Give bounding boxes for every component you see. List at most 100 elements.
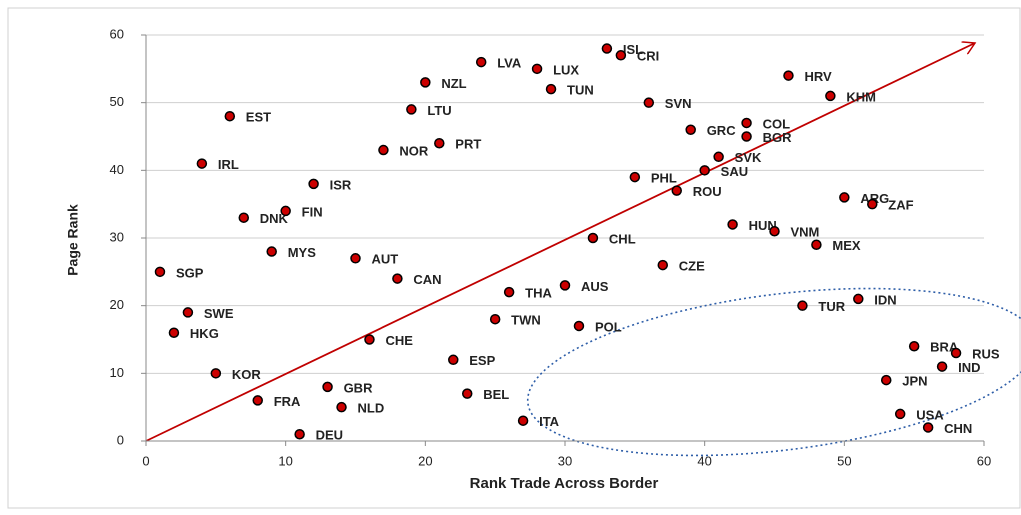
point-label: CHL — [609, 231, 636, 246]
point — [224, 110, 236, 122]
point — [448, 354, 459, 366]
point — [629, 171, 641, 183]
point — [601, 43, 613, 54]
point — [280, 205, 291, 217]
point — [378, 144, 389, 156]
point — [685, 124, 696, 135]
x-tick-label: 40 — [697, 453, 711, 468]
point-label: AUS — [581, 279, 609, 294]
point — [587, 232, 599, 244]
point-label: FRA — [274, 394, 301, 409]
point-label: USA — [916, 407, 944, 422]
point-label: TUR — [818, 299, 845, 314]
point — [671, 185, 682, 196]
point-label: PHL — [651, 171, 677, 186]
point-label: SAU — [721, 164, 748, 179]
point-label: CHE — [385, 333, 413, 348]
point-label: SVN — [665, 96, 692, 111]
point-label: COL — [763, 116, 791, 131]
point — [503, 286, 515, 298]
point-label: ISL — [623, 42, 643, 57]
point — [489, 313, 501, 325]
point-label: HKG — [190, 326, 219, 341]
chart-frame — [7, 7, 1021, 509]
point — [266, 246, 277, 257]
point-label: DNK — [260, 211, 289, 226]
point — [168, 327, 180, 338]
point — [545, 83, 557, 95]
y-tick-label: 10 — [110, 365, 124, 380]
point — [769, 225, 780, 237]
x-tick-label: 30 — [558, 453, 572, 468]
point-label: ESP — [469, 353, 495, 368]
point-label: CAN — [413, 272, 441, 287]
point — [839, 192, 850, 203]
point — [475, 56, 487, 68]
point — [210, 368, 222, 379]
point-label: ZAF — [888, 198, 913, 213]
point-label: PRT — [455, 137, 481, 152]
point — [741, 131, 752, 142]
point-label: RUS — [972, 346, 1000, 361]
point — [434, 138, 445, 149]
point-label: CZE — [679, 259, 705, 274]
point — [517, 415, 529, 426]
point-label: SGP — [176, 265, 204, 280]
x-tick-label: 10 — [278, 453, 292, 468]
point — [713, 151, 724, 163]
point — [406, 104, 417, 115]
point-label: POL — [595, 319, 622, 334]
point — [196, 158, 208, 169]
point-label: THA — [525, 286, 552, 301]
y-tick-label: 0 — [117, 432, 124, 447]
point — [252, 395, 263, 406]
point — [322, 381, 333, 393]
point — [727, 219, 738, 230]
x-tick-label: 20 — [418, 453, 432, 468]
point — [853, 293, 864, 305]
point — [559, 280, 571, 291]
point — [392, 273, 403, 284]
point — [154, 266, 166, 278]
point — [364, 334, 375, 345]
point — [182, 307, 194, 318]
point-label: VNM — [791, 225, 820, 240]
point-label: SWE — [204, 306, 234, 321]
point — [350, 253, 361, 264]
point-label: IDN — [874, 292, 896, 307]
point-label: HRV — [804, 69, 832, 84]
point — [420, 77, 431, 88]
point-label: KHM — [846, 89, 876, 104]
point — [308, 178, 319, 190]
point-label: FIN — [302, 204, 323, 219]
point-label: ROU — [693, 184, 722, 199]
point-label: EST — [246, 110, 271, 125]
point — [797, 300, 808, 311]
point — [657, 259, 669, 271]
point-label: LTU — [427, 103, 451, 118]
y-tick-label: 60 — [110, 26, 124, 41]
y-tick-label: 30 — [110, 229, 124, 244]
highlight-ellipse — [526, 287, 1021, 457]
point-label: DEU — [316, 428, 343, 443]
point-label: KOR — [232, 367, 261, 382]
x-tick-label: 60 — [977, 453, 991, 468]
point — [615, 50, 627, 61]
y-tick-label: 40 — [110, 162, 124, 177]
point — [238, 212, 250, 223]
point — [461, 388, 473, 399]
point-label: GRC — [707, 123, 737, 138]
y-axis-title: Page Rank — [65, 204, 81, 276]
point — [783, 70, 794, 81]
point-label: IND — [958, 360, 980, 375]
point-label: NZL — [441, 76, 466, 91]
point-label: TWN — [511, 313, 541, 328]
point — [936, 361, 948, 372]
point — [573, 320, 585, 332]
point-label: ITA — [539, 414, 560, 429]
point — [336, 401, 347, 413]
point — [294, 428, 305, 440]
point — [699, 165, 710, 176]
